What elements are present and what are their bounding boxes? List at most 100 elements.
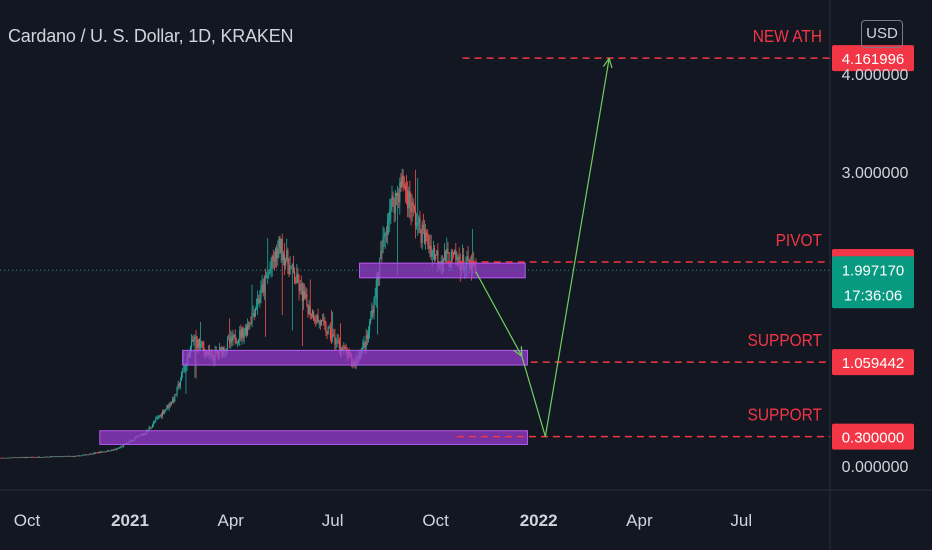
candle-body-302 [330, 337, 333, 339]
candle-body-15 [9, 457, 11, 459]
candle-body-222 [241, 327, 243, 338]
candle-body-45 [43, 457, 45, 458]
candle-body-113 [119, 447, 121, 448]
candle-body-17 [11, 457, 13, 459]
candle-body-39 [36, 457, 38, 458]
candle-body-416 [458, 256, 460, 263]
candle-body-75 [76, 455, 78, 457]
candle-body-363 [399, 181, 401, 203]
zone-1 [182, 349, 528, 366]
candle-body-282 [308, 306, 310, 315]
x-tick-0: Oct [14, 511, 41, 530]
candle-body-285 [311, 311, 314, 316]
projection-arrowhead-0 [513, 346, 523, 358]
candle-body-139 [148, 427, 150, 431]
candle-body-102 [107, 450, 109, 452]
candle-body-298 [326, 332, 328, 334]
candle-body-166 [178, 383, 180, 387]
candle-body-212 [230, 336, 232, 344]
candle-body-275 [300, 284, 302, 287]
candle-body-157 [168, 403, 170, 408]
x-tick-5: 2022 [520, 511, 558, 530]
candle-body-31 [27, 457, 29, 459]
candle-body-405 [446, 248, 448, 262]
candle-body-83 [85, 454, 87, 456]
candle-body-89 [92, 453, 94, 455]
candle-body-423 [466, 256, 468, 265]
y-tick-2: 0.000000 [842, 459, 909, 476]
projection-layer [475, 56, 613, 437]
candle-body-386 [425, 232, 427, 244]
zones-layer [99, 262, 528, 445]
candle-body-299 [327, 327, 329, 334]
candle-body-267 [291, 264, 293, 266]
candle-body-339 [372, 310, 374, 313]
candle-body-223 [242, 327, 244, 338]
candle-body-424 [467, 256, 469, 260]
candle-body-304 [333, 334, 335, 335]
candle-body-28 [24, 457, 26, 458]
candle-body-306 [335, 341, 337, 345]
candle-body-60 [60, 456, 62, 457]
candle-body-249 [271, 255, 273, 268]
candle-body-210 [227, 339, 230, 341]
candle-body-154 [165, 408, 167, 411]
candle-body-187 [202, 342, 204, 347]
candle-body-215 [233, 334, 235, 336]
candle-body-84 [86, 454, 89, 456]
candle-body-366 [402, 175, 404, 185]
candle-body-43 [41, 457, 43, 459]
candle-body-16 [10, 457, 12, 459]
candle-body-10 [4, 457, 6, 459]
candle-body-277 [302, 291, 305, 301]
candle-body-21 [16, 457, 18, 459]
candle-body-158 [169, 403, 171, 405]
candle-body-33 [29, 457, 31, 458]
candle-body-147 [157, 416, 159, 419]
candle-body-252 [274, 248, 277, 262]
candle-body-56 [55, 456, 57, 457]
candle-body-411 [453, 252, 455, 255]
candle-body-77 [79, 455, 81, 457]
candle-body-151 [161, 411, 164, 417]
candle-body-400 [440, 260, 442, 264]
candle-body-144 [154, 421, 156, 423]
candle-body-227 [247, 325, 249, 336]
candle-body-58 [57, 456, 59, 457]
candle-body-47 [45, 456, 47, 458]
candle-body-183 [197, 339, 199, 348]
candle-body-301 [329, 327, 331, 338]
candle-body-62 [62, 456, 64, 458]
candle-body-179 [193, 338, 195, 342]
candle-body-388 [427, 236, 429, 246]
candle-body-112 [118, 447, 120, 449]
candle-body-287 [314, 320, 316, 322]
candle-body-303 [332, 334, 334, 339]
candle-body-68 [68, 456, 71, 457]
candle-body-410 [451, 251, 453, 253]
candle-body-338 [371, 310, 373, 319]
candle-body-181 [195, 337, 197, 339]
candle-body-392 [431, 250, 433, 257]
candle-body-172 [185, 365, 187, 367]
candle-body-260 [283, 254, 286, 266]
price-tag-2 [832, 349, 914, 376]
candle-body-314 [344, 347, 346, 349]
candle-body-390 [429, 245, 431, 249]
candle-body-346 [380, 251, 382, 259]
candle-body-381 [419, 217, 421, 232]
candle-body-115 [121, 446, 123, 447]
candle-body-86 [89, 453, 91, 455]
candle-body-25 [20, 457, 22, 458]
candle-body-203 [220, 347, 222, 348]
candle-body-95 [99, 452, 101, 453]
candle-body-243 [264, 277, 267, 279]
candle-body-24 [19, 457, 21, 458]
candle-body-364 [400, 181, 402, 188]
candle-body-91 [94, 452, 96, 454]
currency-button[interactable]: USD [861, 20, 903, 48]
candle-body-398 [438, 261, 440, 264]
candle-body-26 [21, 457, 24, 458]
candle-body-313 [343, 347, 345, 350]
